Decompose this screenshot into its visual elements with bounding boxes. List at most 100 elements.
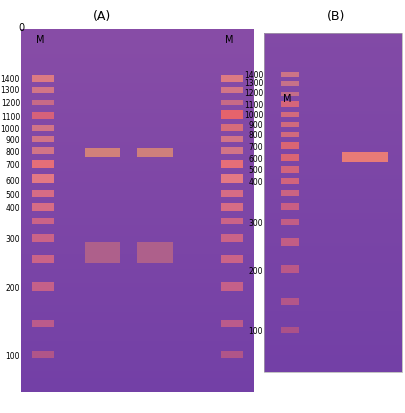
Text: 400: 400: [248, 178, 262, 187]
Bar: [32, 100, 54, 105]
Bar: [21, 51, 254, 55]
Bar: [281, 122, 298, 127]
Bar: [263, 358, 401, 361]
Bar: [21, 131, 254, 134]
Bar: [263, 64, 401, 67]
Bar: [21, 120, 254, 123]
Bar: [21, 301, 254, 305]
Text: 1300: 1300: [0, 86, 20, 95]
Bar: [21, 98, 254, 102]
Text: 1000: 1000: [0, 125, 20, 134]
Bar: [263, 94, 401, 97]
Bar: [21, 55, 254, 58]
Text: 1400: 1400: [0, 75, 20, 84]
Bar: [263, 87, 401, 90]
Bar: [21, 69, 254, 73]
Bar: [21, 261, 254, 265]
Bar: [281, 72, 298, 77]
Bar: [263, 145, 401, 148]
Text: 1300: 1300: [243, 79, 262, 88]
Bar: [21, 221, 254, 225]
Bar: [32, 351, 54, 358]
Bar: [21, 352, 254, 356]
Bar: [263, 111, 401, 114]
Bar: [263, 33, 401, 36]
Bar: [263, 355, 401, 358]
Bar: [221, 110, 242, 119]
Bar: [263, 226, 401, 230]
Bar: [21, 233, 254, 236]
Bar: [21, 389, 254, 392]
Bar: [263, 256, 401, 260]
Bar: [263, 124, 401, 128]
Bar: [263, 260, 401, 263]
Bar: [21, 291, 254, 294]
Bar: [281, 238, 298, 246]
Bar: [263, 311, 401, 314]
Bar: [21, 182, 254, 185]
Bar: [263, 290, 401, 294]
Bar: [281, 218, 298, 225]
Text: 200: 200: [5, 284, 20, 293]
Bar: [263, 263, 401, 267]
Bar: [21, 360, 254, 363]
Bar: [21, 178, 254, 182]
Bar: [263, 331, 401, 335]
Bar: [281, 178, 298, 184]
Bar: [263, 338, 401, 341]
Text: 900: 900: [5, 136, 20, 145]
Bar: [263, 209, 401, 213]
Bar: [263, 36, 401, 40]
Bar: [281, 190, 298, 196]
Bar: [281, 101, 298, 107]
Bar: [21, 185, 254, 189]
Bar: [21, 374, 254, 378]
Bar: [263, 81, 401, 84]
Bar: [21, 134, 254, 138]
Bar: [21, 142, 254, 145]
Text: (B): (B): [326, 10, 344, 23]
Text: 1100: 1100: [1, 113, 20, 122]
Text: 500: 500: [5, 190, 20, 199]
Bar: [263, 101, 401, 104]
Bar: [263, 189, 401, 192]
Bar: [263, 141, 401, 145]
Bar: [21, 280, 254, 283]
Bar: [137, 148, 172, 157]
Bar: [21, 171, 254, 174]
Text: 600: 600: [5, 177, 20, 186]
Text: 200: 200: [248, 267, 262, 275]
Bar: [21, 251, 254, 254]
Bar: [263, 165, 401, 169]
Bar: [341, 152, 388, 162]
Bar: [21, 370, 254, 374]
Bar: [221, 174, 242, 183]
Bar: [263, 70, 401, 74]
Bar: [263, 104, 401, 107]
Bar: [21, 320, 254, 323]
Bar: [263, 324, 401, 328]
Bar: [263, 287, 401, 290]
Bar: [263, 121, 401, 124]
Bar: [281, 112, 298, 117]
Bar: [263, 236, 401, 240]
Bar: [263, 162, 401, 165]
Text: 1000: 1000: [243, 111, 262, 120]
Bar: [263, 114, 401, 118]
Bar: [263, 314, 401, 318]
Bar: [221, 320, 242, 327]
Bar: [21, 167, 254, 171]
Bar: [21, 73, 254, 76]
Bar: [221, 136, 242, 142]
Bar: [221, 282, 242, 291]
Text: 300: 300: [5, 235, 20, 244]
Bar: [32, 320, 54, 327]
Bar: [21, 33, 254, 36]
Bar: [21, 207, 254, 211]
Bar: [263, 294, 401, 297]
Bar: [21, 43, 254, 47]
Bar: [221, 351, 242, 358]
Bar: [32, 190, 54, 197]
Bar: [263, 361, 401, 365]
Bar: [263, 53, 401, 57]
